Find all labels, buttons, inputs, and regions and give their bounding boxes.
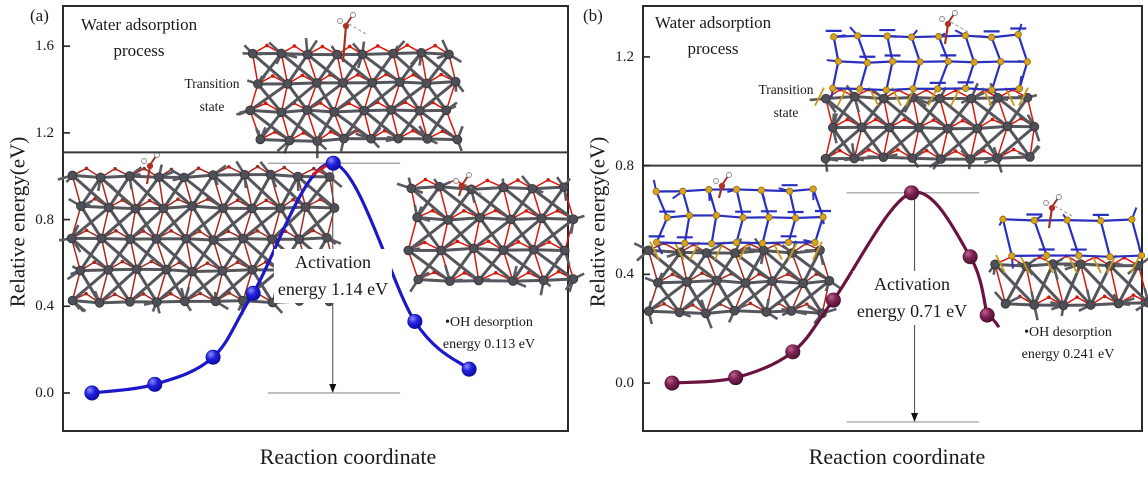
y-tick-label: 0.4 xyxy=(35,298,54,315)
initial-state-structure-b xyxy=(633,172,842,329)
data-point xyxy=(461,361,477,377)
final-state-structure-b xyxy=(988,194,1148,321)
final-state-structure-a xyxy=(396,172,585,296)
plot-frame-b xyxy=(642,5,1143,432)
activation-label-a-line2: energy 1.14 eV xyxy=(277,279,389,299)
activation-label-b-line2: energy 0.71 eV xyxy=(856,301,968,321)
x-axis-label-b: Reaction coordinate xyxy=(808,444,986,469)
activation-energy-label-a: Activation energy 1.14 eV xyxy=(273,249,393,303)
x-axis-label-a: Reaction coordinate xyxy=(259,444,437,469)
data-point xyxy=(205,349,221,365)
transition-label-a-line1: Transition xyxy=(184,76,240,91)
y-tick-label: 0.0 xyxy=(615,375,634,392)
panel-b-tag: (b) xyxy=(583,6,603,25)
transition-label-a-line2: state xyxy=(199,99,225,114)
y-tick-label: 1.2 xyxy=(35,124,54,141)
y-tick-label: 0.4 xyxy=(615,266,634,283)
data-point xyxy=(785,344,801,360)
data-point xyxy=(825,292,841,308)
activation-arrow-head xyxy=(911,412,919,422)
activation-energy-label-b: Activation energy 0.71 eV xyxy=(852,271,972,325)
panel-b-title: Water adsorption process xyxy=(646,10,780,62)
transition-state-label-a: Transition state xyxy=(166,72,258,118)
y-tick-label: 0.8 xyxy=(35,211,54,228)
desorption-label-b-line1: •OH desorption xyxy=(1024,325,1112,340)
panel-a-title-line1: Water adsorption xyxy=(80,15,198,34)
activation-label-b-line1: Activation xyxy=(874,274,950,294)
data-point xyxy=(325,155,341,171)
panel-b-title-line2: process xyxy=(687,39,739,58)
panel-a-title-line2: process xyxy=(113,41,165,60)
y-tick-label: 0.8 xyxy=(615,157,634,174)
panel-a-tag: (a) xyxy=(30,6,49,25)
desorption-label-a-line1: •OH desorption xyxy=(445,315,533,330)
activation-label-a-line1: Activation xyxy=(295,252,371,272)
data-point xyxy=(664,375,680,391)
energy-curve-b xyxy=(670,190,1000,385)
plot-panel-b xyxy=(633,10,1148,423)
activation-arrow-head xyxy=(329,383,337,393)
transition-label-b-line1: Transition xyxy=(758,82,814,97)
data-point xyxy=(979,307,995,323)
transition-label-b-line2: state xyxy=(773,105,799,120)
panel-b-title-line1: Water adsorption xyxy=(654,13,772,32)
data-point xyxy=(147,376,163,392)
y-tick-label: 1.6 xyxy=(35,38,54,55)
oh-desorption-label-a: •OH desorption energy 0.113 eV xyxy=(443,312,535,356)
data-point xyxy=(407,313,423,329)
panel-a-title: Water adsorption process xyxy=(72,12,206,64)
data-point xyxy=(84,385,100,401)
y-tick-label: 1.2 xyxy=(615,48,634,65)
desorption-label-a-line2: energy 0.113 eV xyxy=(442,337,536,352)
y-tick-label: 0.0 xyxy=(35,384,54,401)
data-point xyxy=(904,185,920,201)
oh-desorption-label-b: •OH desorption energy 0.241 eV xyxy=(1022,322,1115,366)
data-point xyxy=(728,370,744,386)
data-point xyxy=(245,285,261,301)
desorption-label-b-line2: energy 0.241 eV xyxy=(1021,347,1115,362)
transition-state-structure-a xyxy=(236,12,465,159)
transition-state-label-b: Transition state xyxy=(740,78,832,124)
curve-red-segment xyxy=(311,164,327,176)
data-point xyxy=(962,249,978,265)
transition-state-structure-b xyxy=(809,10,1041,173)
